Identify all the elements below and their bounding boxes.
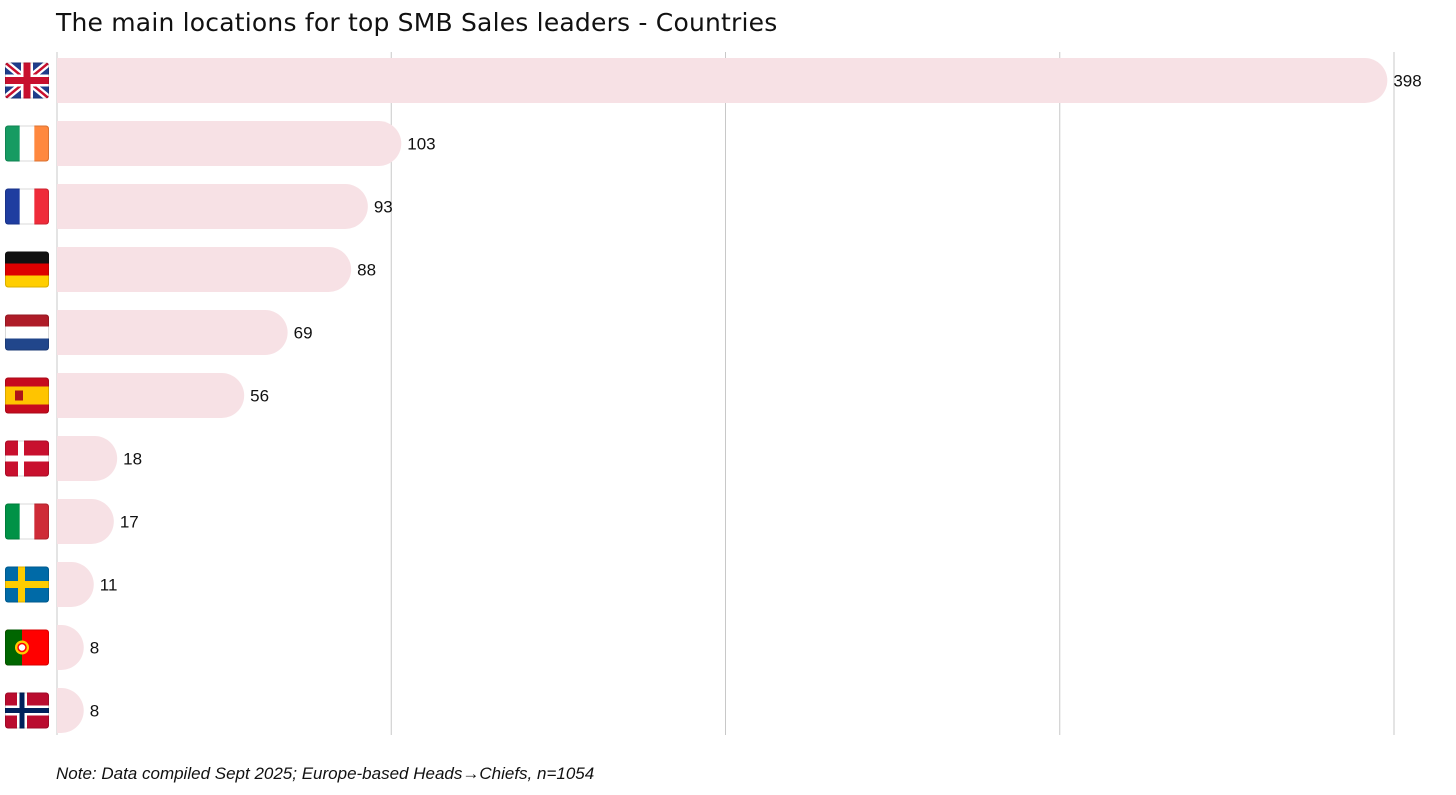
value-label-spain: 56 bbox=[250, 387, 269, 406]
value-label-sweden: 11 bbox=[100, 576, 118, 595]
bar-norway bbox=[57, 688, 84, 733]
value-label-germany: 88 bbox=[357, 261, 376, 280]
bar-ireland bbox=[57, 121, 402, 166]
portugal-flag-icon bbox=[5, 629, 49, 666]
bar-denmark bbox=[57, 436, 118, 481]
bar-france bbox=[57, 184, 368, 229]
value-label-netherlands: 69 bbox=[294, 324, 313, 343]
germany-flag-icon bbox=[5, 251, 49, 288]
value-label-norway: 8 bbox=[90, 702, 99, 721]
bar-united-kingdom bbox=[57, 58, 1388, 103]
value-label-france: 93 bbox=[374, 198, 393, 217]
value-label-italy: 17 bbox=[120, 513, 139, 532]
italy-flag-icon bbox=[5, 503, 49, 540]
value-label-ireland: 103 bbox=[407, 135, 435, 154]
bar-netherlands bbox=[57, 310, 288, 355]
bars bbox=[57, 58, 1388, 733]
bar-italy bbox=[57, 499, 114, 544]
sweden-flag-icon bbox=[5, 566, 49, 603]
ireland-flag-icon bbox=[5, 125, 49, 162]
denmark-flag-icon bbox=[5, 440, 49, 477]
value-label-denmark: 18 bbox=[123, 450, 142, 469]
value-label-united-kingdom: 398 bbox=[1393, 72, 1421, 91]
bar-spain bbox=[57, 373, 245, 418]
category-flags bbox=[5, 62, 49, 729]
value-label-portugal: 8 bbox=[90, 639, 99, 658]
bar-portugal bbox=[57, 625, 84, 670]
norway-flag-icon bbox=[5, 692, 49, 729]
bar-sweden bbox=[57, 562, 94, 607]
france-flag-icon bbox=[5, 188, 49, 225]
chart-title: The main locations for top SMB Sales lea… bbox=[56, 8, 778, 37]
uk-flag-icon bbox=[5, 62, 49, 99]
footnote: Note: Data compiled Sept 2025; Europe-ba… bbox=[56, 764, 595, 783]
bar-germany bbox=[57, 247, 352, 292]
netherlands-flag-icon bbox=[5, 314, 49, 351]
spain-flag-icon bbox=[5, 377, 49, 414]
